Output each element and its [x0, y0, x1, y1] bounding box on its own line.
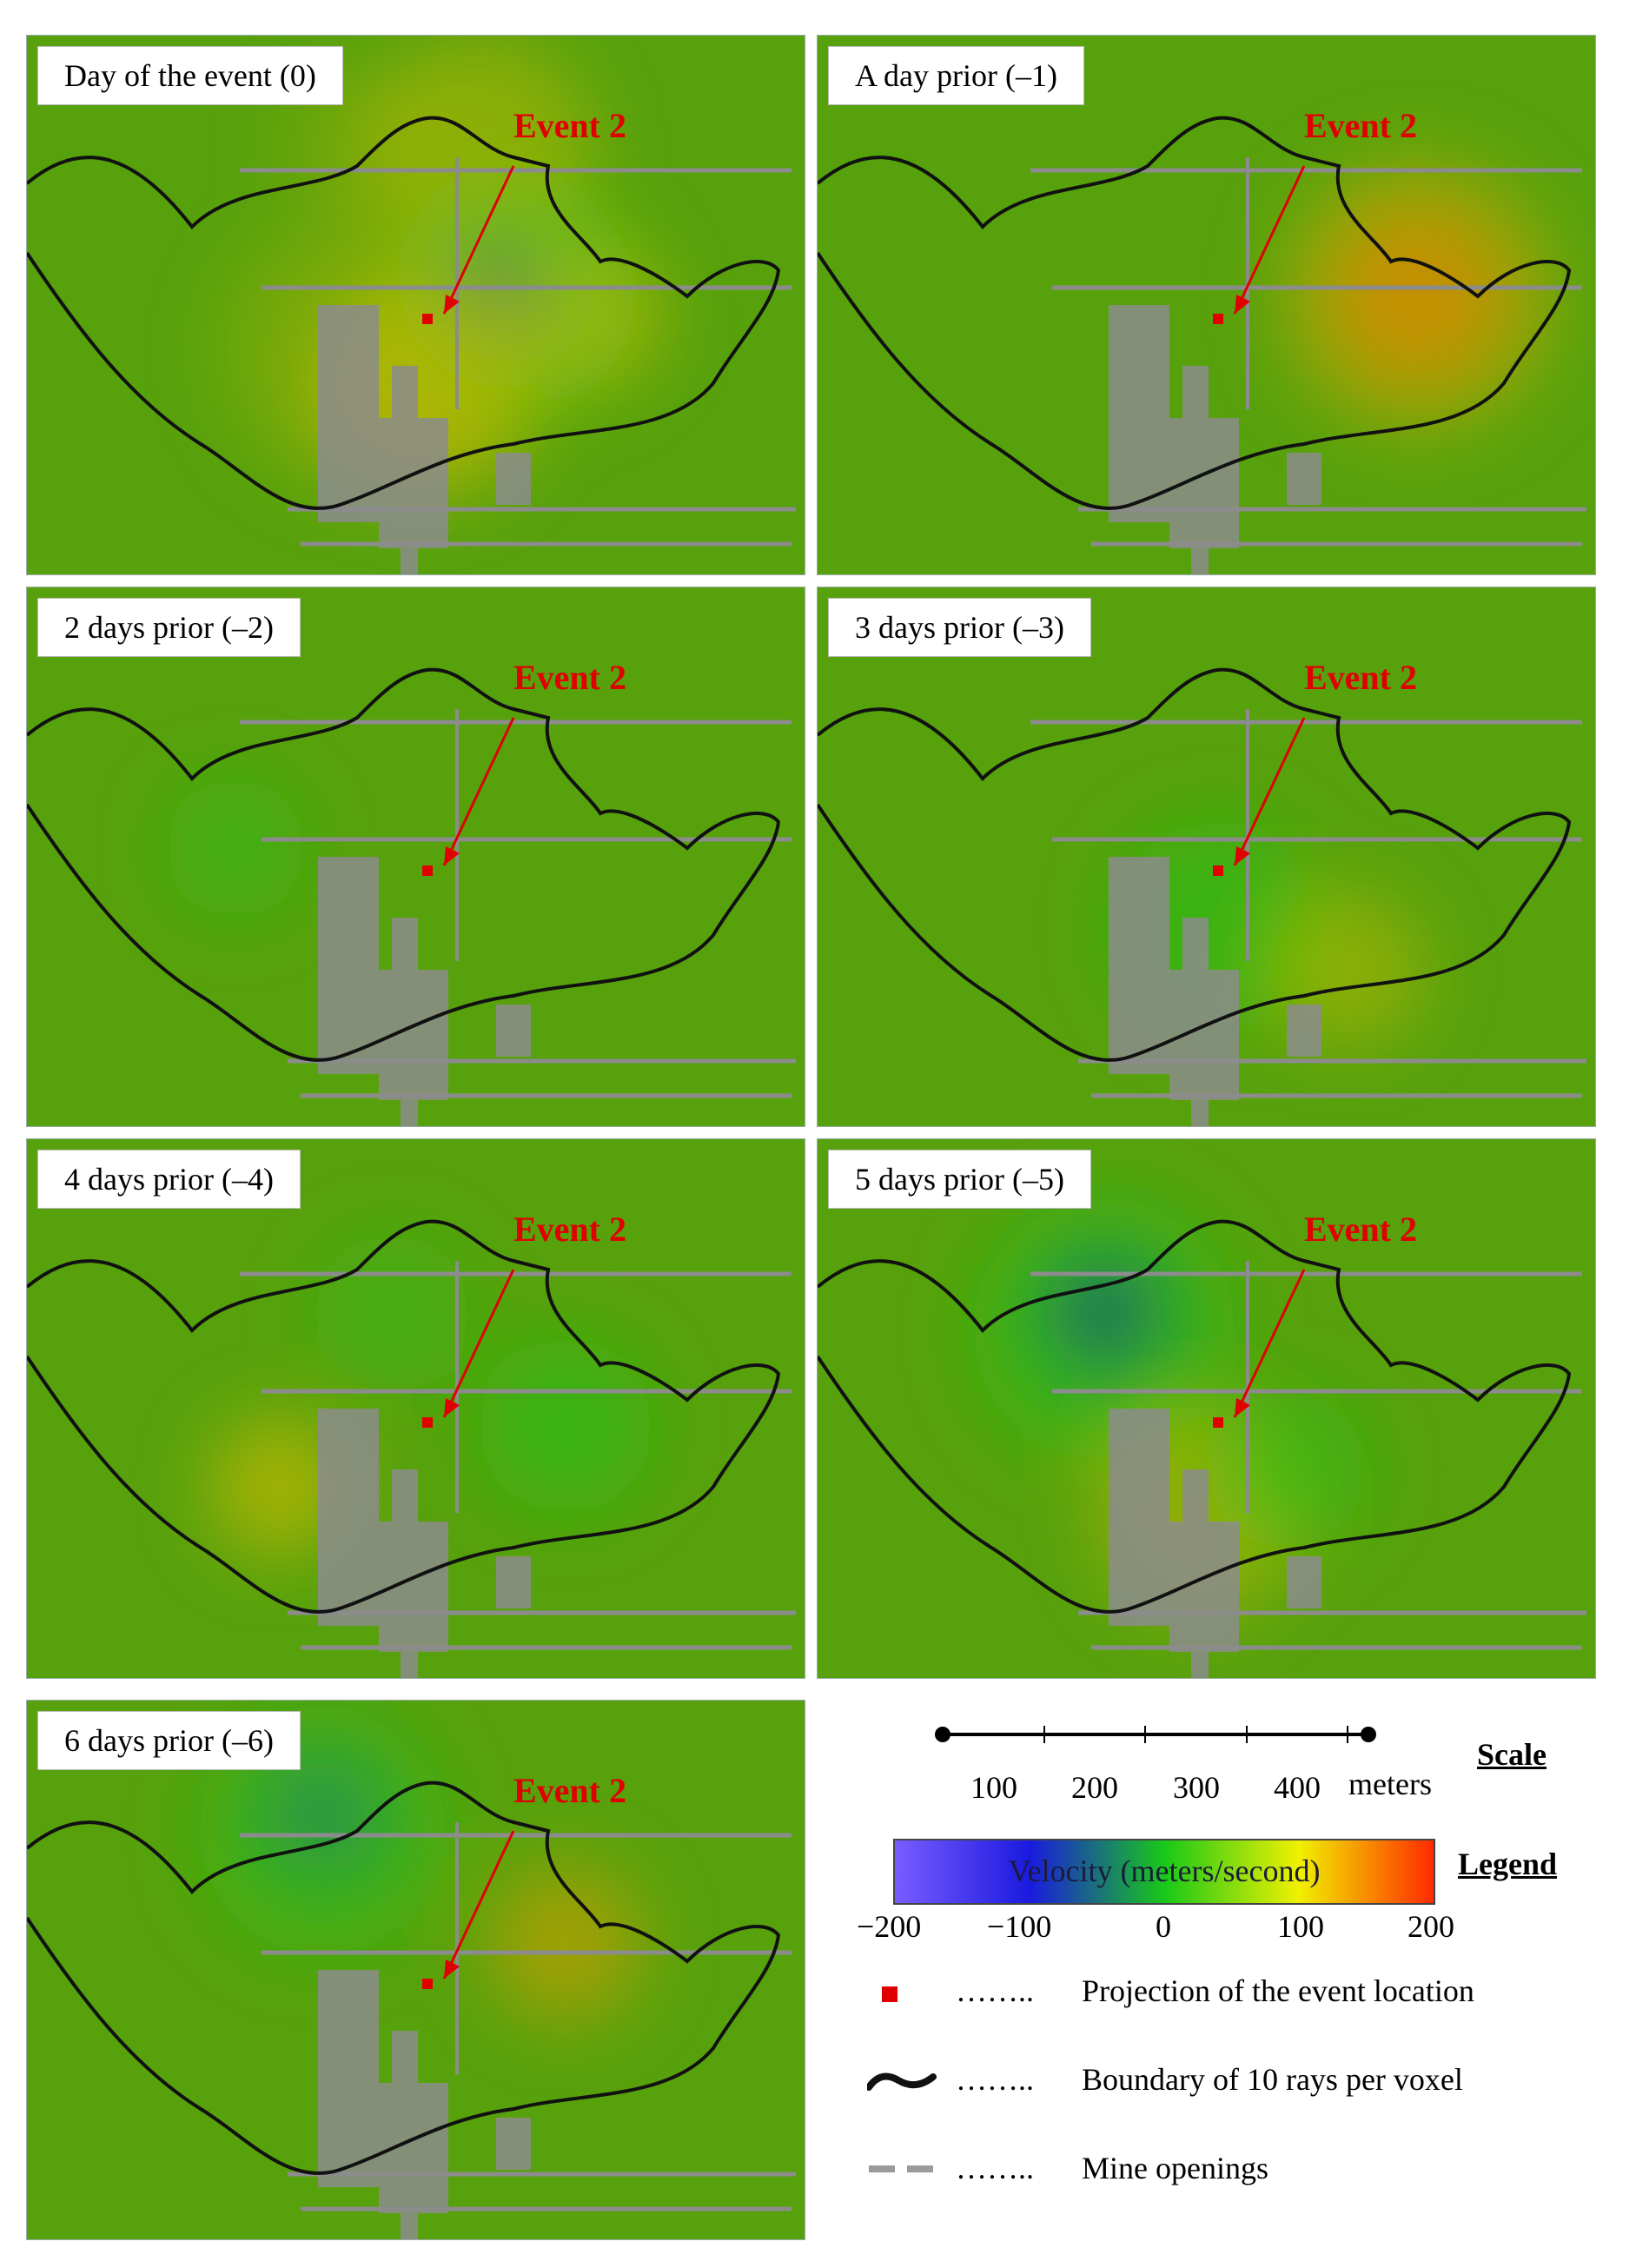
mine-openings — [1030, 1261, 1586, 1678]
velocity-map — [818, 116, 1586, 574]
velocity-map — [27, 1709, 796, 2239]
event-arrowhead — [444, 846, 460, 865]
event-location-marker — [1213, 865, 1223, 876]
event-location-marker — [1213, 1417, 1223, 1428]
tomography-panel: Day of the event (0) Event 2 — [26, 35, 805, 575]
tomography-panel: 2 days prior (–2) Event 2 — [26, 587, 805, 1127]
event-arrow — [1233, 717, 1306, 866]
panel-caption: Day of the event (0) — [37, 46, 343, 105]
legend-label-mine: Mine openings — [1082, 2151, 1268, 2185]
velocity-anomaly — [487, 1866, 644, 2022]
tomography-panel: 4 days prior (–4) Event 2 — [26, 1138, 805, 1679]
event-label: Event 2 — [513, 1771, 626, 1810]
event-location-marker — [1213, 314, 1223, 324]
ray-boundary — [818, 667, 1572, 1062]
event-arrow — [442, 1830, 515, 1980]
colorbar-tick: 100 — [1277, 1909, 1324, 1944]
event-arrow — [1233, 1269, 1306, 1418]
scale-tick: 400 — [1274, 1770, 1321, 1805]
colorbar-tick: 200 — [1407, 1909, 1454, 1944]
scale-tick: 100 — [970, 1770, 1017, 1805]
velocity-map — [27, 1219, 796, 1678]
velocity-map — [27, 667, 796, 1126]
event-arrow — [442, 165, 515, 315]
velocity-map — [27, 36, 796, 574]
scale-bar — [935, 1726, 1376, 1743]
scale-unit: meters — [1348, 1767, 1432, 1801]
mine-openings — [240, 1822, 796, 2239]
event-arrow — [442, 717, 515, 866]
velocity-anomaly — [1278, 157, 1556, 435]
legend-dots: …….. — [956, 2151, 1034, 2185]
legend-symbol-mine — [869, 2165, 933, 2172]
mine-openings — [240, 1261, 796, 1678]
event-arrowhead — [444, 295, 460, 314]
velocity-anomaly — [314, 1235, 470, 1391]
legend-symbol-event — [882, 1986, 897, 2002]
tomography-panel: A day prior (–1) Event 2 — [817, 35, 1596, 575]
ray-boundary — [27, 1781, 781, 2175]
velocity-anomaly — [505, 235, 661, 392]
ray-boundary — [27, 116, 781, 510]
event-location-marker — [422, 1417, 433, 1428]
legend-title: Legend — [1458, 1847, 1558, 1881]
panel-caption: 5 days prior (–5) — [828, 1150, 1091, 1209]
scale-title: Scale — [1477, 1737, 1547, 1772]
ray-boundary — [818, 1219, 1572, 1614]
event-location-marker — [422, 1979, 433, 1989]
event-label: Event 2 — [1304, 658, 1417, 697]
event-label: Event 2 — [1304, 106, 1417, 145]
velocity-anomaly — [366, 36, 592, 262]
event-label: Event 2 — [513, 106, 626, 145]
mine-openings — [240, 157, 796, 574]
colorbar-tick: −200 — [857, 1909, 922, 1944]
ray-boundary — [27, 1219, 781, 1614]
tomography-panel: 5 days prior (–5) Event 2 — [817, 1138, 1596, 1679]
mine-openings — [240, 709, 796, 1126]
velocity-map — [818, 667, 1586, 1126]
panel-caption: 3 days prior (–3) — [828, 598, 1091, 657]
event-location-marker — [422, 865, 433, 876]
event-label: Event 2 — [1304, 1210, 1417, 1249]
scale-tick: 200 — [1071, 1770, 1118, 1805]
colorbar-label: Velocity (meters/second) — [1008, 1854, 1321, 1888]
tomography-panel: 6 days prior (–6) Event 2 — [26, 1700, 805, 2240]
velocity-anomaly — [201, 1709, 444, 1953]
ray-boundary — [27, 667, 781, 1062]
colorbar-tick: 0 — [1156, 1909, 1171, 1944]
event-arrow — [442, 1269, 515, 1418]
legend-label-boundary: Boundary of 10 rays per voxel — [1082, 2062, 1463, 2097]
event-arrowhead — [1235, 295, 1250, 314]
panel-caption: 6 days prior (–6) — [37, 1711, 301, 1770]
colorbar: Velocity (meters/second) — [893, 1839, 1435, 1905]
event-location-marker — [422, 314, 433, 324]
velocity-anomaly — [479, 1339, 652, 1513]
event-arrowhead — [444, 1398, 460, 1417]
scale-tick: 300 — [1173, 1770, 1220, 1805]
event-label: Event 2 — [513, 1210, 626, 1249]
panel-caption: A day prior (–1) — [828, 46, 1084, 105]
velocity-anomaly — [974, 1200, 1235, 1461]
panel-caption: 2 days prior (–2) — [37, 598, 301, 657]
velocity-anomaly — [209, 1417, 348, 1556]
panel-caption: 4 days prior (–4) — [37, 1150, 301, 1209]
colorbar-tick: −100 — [987, 1909, 1052, 1944]
velocity-anomaly — [166, 779, 305, 918]
legend-label-event: Projection of the event location — [1082, 1973, 1474, 2008]
legend-symbol-boundary — [867, 2072, 937, 2091]
event-arrowhead — [444, 1960, 460, 1979]
event-arrowhead — [1235, 846, 1250, 865]
ray-boundary — [818, 116, 1572, 510]
event-arrowhead — [1235, 1398, 1250, 1417]
event-label: Event 2 — [513, 658, 626, 697]
event-arrow — [1233, 165, 1306, 315]
legend-dots: …….. — [956, 2062, 1034, 2097]
velocity-map — [818, 1200, 1586, 1678]
legend-area: 100 200 300 400 meters Scale Velocity (m… — [817, 1700, 1633, 2265]
tomography-panel: 3 days prior (–3) Event 2 — [817, 587, 1596, 1127]
legend-dots: …….. — [956, 1973, 1034, 2008]
